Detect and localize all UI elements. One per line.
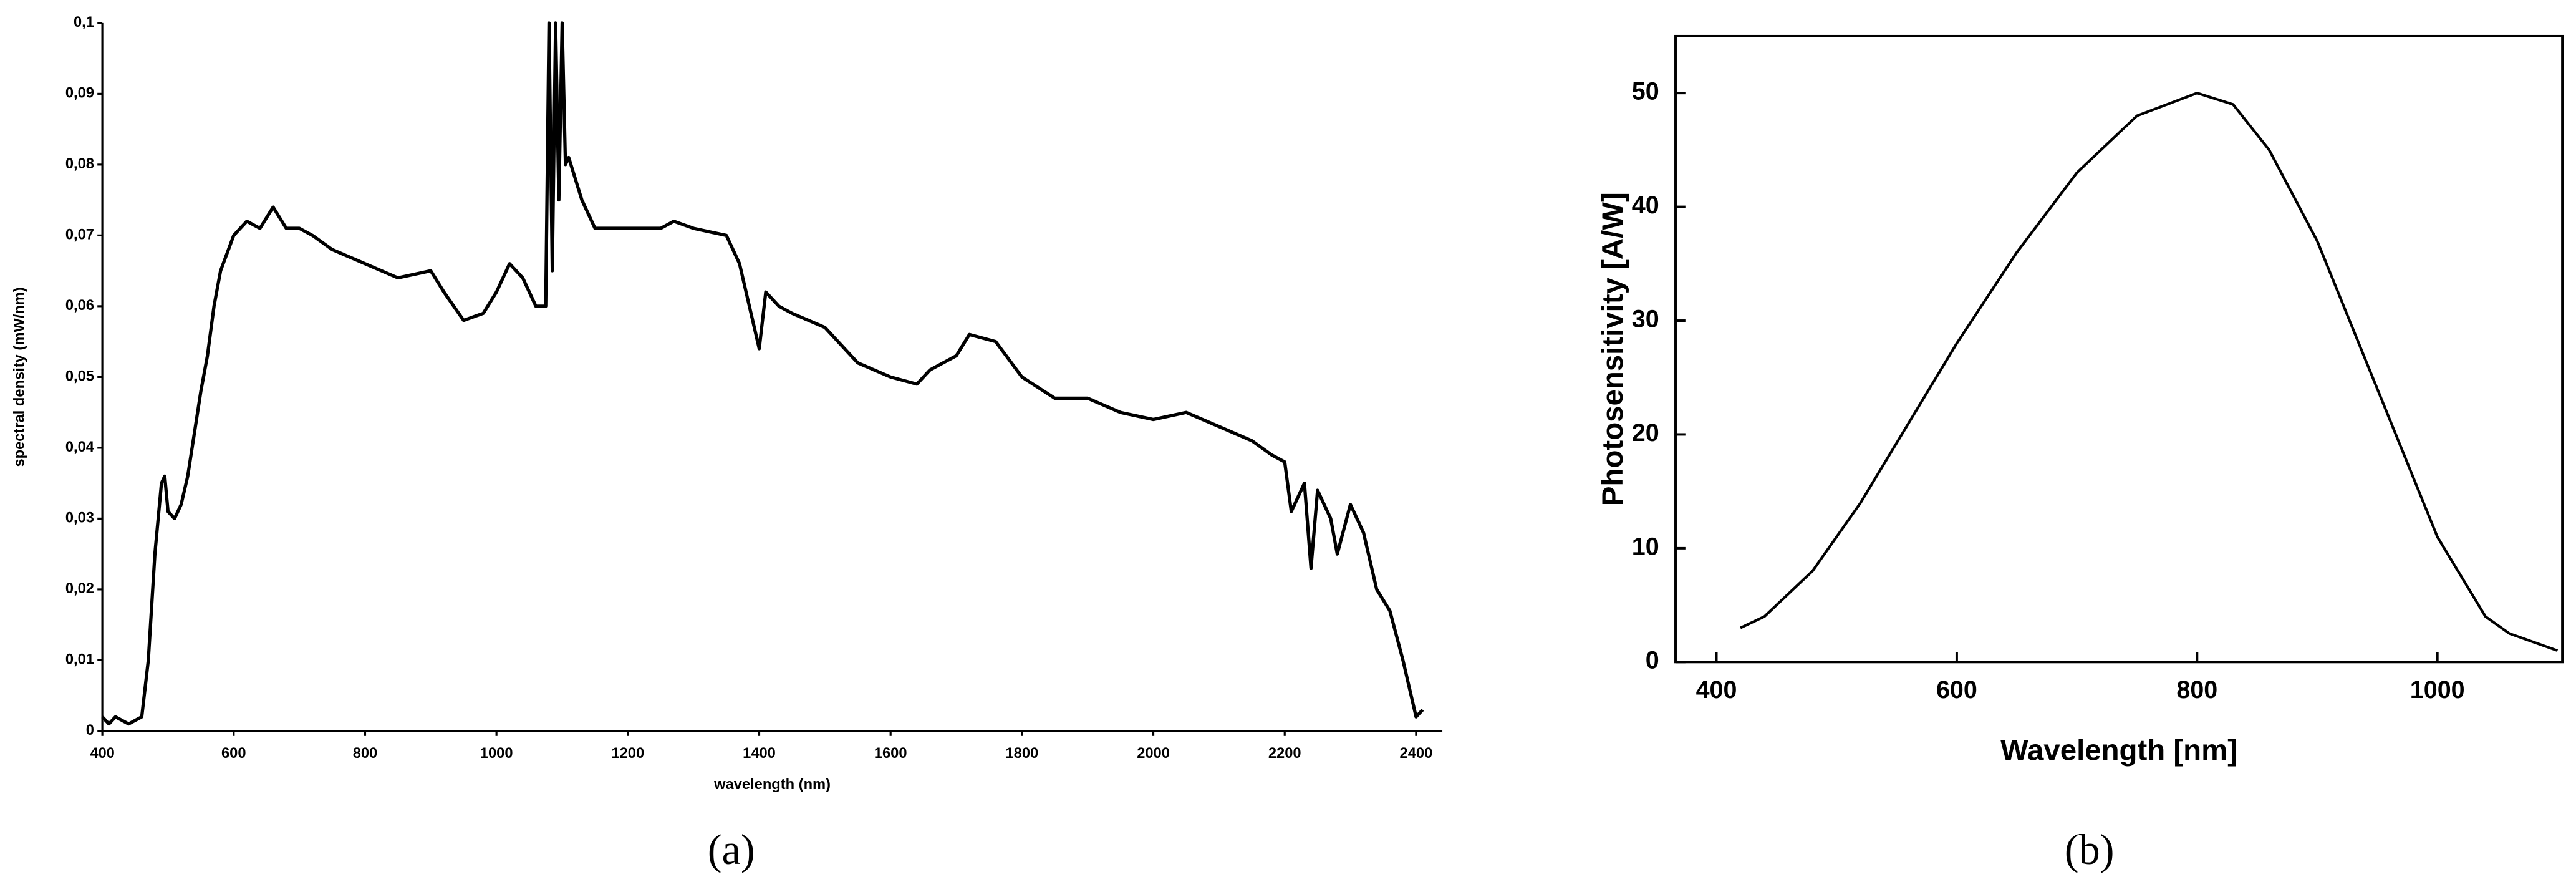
y-tick-label: 10 (1632, 533, 1659, 560)
x-tick-label: 1400 (743, 745, 776, 762)
y-tick-label: 0,02 (65, 581, 94, 597)
x-tick-label: 800 (353, 745, 378, 762)
y-tick-label: 30 (1632, 305, 1659, 332)
x-tick-label: 1000 (2410, 676, 2465, 704)
x-axis-label: wavelength (nm) (713, 777, 831, 793)
caption: (b) (2065, 826, 2115, 873)
caption: (a) (708, 826, 755, 873)
y-tick-label: 0,03 (65, 510, 94, 526)
x-axis-label: Wavelength [nm] (2000, 734, 2237, 767)
y-tick-label: 0,01 (65, 652, 94, 668)
y-tick-label: 0,07 (65, 227, 94, 243)
y-tick-label: 0,05 (65, 369, 94, 385)
x-tick-label: 600 (221, 745, 246, 762)
y-tick-label: 0,08 (65, 156, 94, 172)
y-tick-label: 0 (86, 722, 94, 739)
y-tick-label: 0 (1646, 647, 1659, 674)
y-tick-label: 40 (1632, 191, 1659, 219)
y-tick-label: 0,04 (65, 439, 95, 455)
data-line (1740, 92, 2559, 652)
y-tick-label: 0,06 (65, 298, 94, 314)
y-axis-label: spectral density (mW/nm) (12, 287, 28, 467)
x-tick-label: 400 (90, 745, 115, 762)
x-tick-label: 2000 (1137, 745, 1170, 762)
x-tick-label: 1600 (874, 745, 907, 762)
x-tick-label: 600 (1936, 676, 1977, 704)
x-tick-label: 2200 (1268, 745, 1301, 762)
data-line (101, 21, 1424, 726)
y-tick-label: 50 (1632, 78, 1659, 105)
y-tick-label: 0,1 (74, 14, 94, 31)
x-tick-label: 800 (2176, 676, 2217, 704)
x-tick-label: 1200 (611, 745, 644, 762)
x-tick-label: 400 (1696, 676, 1737, 704)
y-tick-label: 20 (1632, 419, 1659, 447)
x-tick-label: 1800 (1006, 745, 1039, 762)
x-tick-label: 1000 (480, 745, 513, 762)
x-tick-label: 2400 (1400, 745, 1433, 762)
y-tick-label: 0,09 (65, 85, 94, 102)
y-axis-label: Photosensitivity [A/W] (1596, 192, 1629, 506)
plot-frame (1674, 34, 2564, 664)
